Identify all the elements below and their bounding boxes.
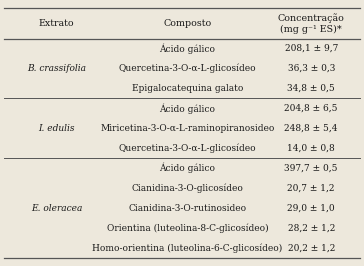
- Text: Ácido gálico: Ácido gálico: [159, 43, 215, 54]
- Text: I. edulis: I. edulis: [38, 124, 75, 133]
- Text: Extrato: Extrato: [39, 19, 74, 28]
- Text: Quercetina-3-Ο-α-L-glicosídeo: Quercetina-3-Ο-α-L-glicosídeo: [119, 144, 256, 153]
- Text: Cianidina-3-Ο-glicosídeo: Cianidina-3-Ο-glicosídeo: [131, 184, 244, 193]
- Text: 14,0 ± 0,8: 14,0 ± 0,8: [287, 144, 335, 153]
- Text: 248,8 ± 5,4: 248,8 ± 5,4: [285, 124, 338, 133]
- Text: 397,7 ± 0,5: 397,7 ± 0,5: [285, 164, 338, 173]
- Text: Ácido gálico: Ácido gálico: [159, 163, 215, 173]
- Text: Composto: Composto: [163, 19, 211, 28]
- Text: 204,8 ± 6,5: 204,8 ± 6,5: [285, 104, 338, 113]
- Text: 28,2 ± 1,2: 28,2 ± 1,2: [288, 224, 335, 232]
- Text: Epigalocatequina galato: Epigalocatequina galato: [132, 84, 243, 93]
- Text: Quercetina-3-Ο-α-L-glicosídeo: Quercetina-3-Ο-α-L-glicosídeo: [119, 64, 256, 73]
- Text: Miricetina-3-Ο-α-L-raminopiranosideo: Miricetina-3-Ο-α-L-raminopiranosideo: [100, 124, 275, 133]
- Text: 34,8 ± 0,5: 34,8 ± 0,5: [287, 84, 335, 93]
- Text: 208,1 ± 9,7: 208,1 ± 9,7: [285, 44, 338, 53]
- Text: 29,0 ± 1,0: 29,0 ± 1,0: [288, 204, 335, 213]
- Text: 20,2 ± 1,2: 20,2 ± 1,2: [288, 244, 335, 252]
- Text: 36,3 ± 0,3: 36,3 ± 0,3: [288, 64, 335, 73]
- Text: E. oleracea: E. oleracea: [31, 204, 82, 213]
- Text: B. crassifolia: B. crassifolia: [27, 64, 86, 73]
- Text: Orientina (luteolina-8-C-glicosídeo): Orientina (luteolina-8-C-glicosídeo): [107, 223, 268, 233]
- Text: Ácido gálico: Ácido gálico: [159, 103, 215, 114]
- Text: Concentração
(mg g⁻¹ ES)*: Concentração (mg g⁻¹ ES)*: [278, 13, 345, 34]
- Text: 20,7 ± 1,2: 20,7 ± 1,2: [288, 184, 335, 193]
- Text: Homo-orientina (luteolina-6-C-glicosídeo): Homo-orientina (luteolina-6-C-glicosídeo…: [92, 243, 282, 253]
- Text: Cianidina-3-Ο-rutinosideo: Cianidina-3-Ο-rutinosideo: [128, 204, 246, 213]
